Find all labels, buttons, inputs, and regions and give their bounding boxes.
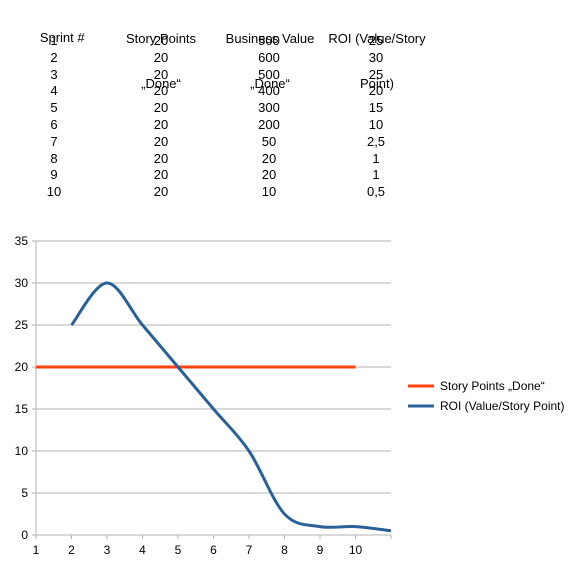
y-tick-label: 0 — [21, 528, 28, 542]
x-tick-label: 1 — [33, 543, 40, 557]
y-tick-label: 20 — [15, 360, 29, 374]
table-cell: 5 — [50, 100, 58, 116]
table-cell: 25 — [368, 66, 384, 82]
x-tick-label: 9 — [317, 543, 324, 557]
table-cell: 10 — [368, 117, 384, 132]
table-cell: 25 — [368, 33, 384, 48]
table-cell: 1 — [372, 150, 380, 166]
header-roi-line1: ROI (Value/Story — [328, 31, 426, 46]
legend: Story Points „Done“ ROI (Value/Story Poin… — [408, 379, 565, 413]
series-line-roi — [70, 281, 392, 533]
x-tick-label: 5 — [175, 543, 182, 557]
x-tick-label: 3 — [104, 543, 111, 557]
table-cell: 20 — [153, 184, 169, 200]
header-sprint-label: Sprint # — [39, 30, 85, 45]
header-story-points-line2: „Done“ — [141, 76, 181, 91]
table-cell: 300 — [258, 100, 280, 116]
table-cell: 20 — [153, 66, 169, 82]
table-cell: 20 — [153, 150, 169, 166]
table-cell: 4 — [50, 83, 58, 99]
table-cell: 2 — [50, 49, 58, 65]
y-tick-label: 10 — [15, 444, 29, 458]
table-cell: 50 — [261, 133, 277, 149]
table-cell: 15 — [368, 100, 384, 116]
table-cell: 2,5 — [366, 133, 386, 149]
header-sprint: Sprint # — [20, 15, 90, 60]
table-cell: 30 — [368, 49, 384, 65]
series-lines — [36, 281, 392, 533]
x-tick-label: 6 — [210, 543, 217, 557]
table-cell: 20 — [153, 167, 169, 183]
y-tick-label: 30 — [15, 276, 29, 290]
table-cell: 0,5 — [366, 184, 386, 200]
table-cell: 6 — [50, 117, 58, 132]
legend-label-story-points: Story Points „Done“ — [440, 379, 545, 393]
table-cell: 500 — [258, 33, 280, 48]
table-cell: 7 — [50, 133, 58, 149]
y-tick-label: 25 — [15, 318, 29, 332]
x-tick-label: 7 — [246, 543, 253, 557]
table-cell: 20 — [153, 133, 169, 149]
table-cell: 500 — [258, 66, 280, 82]
table-cell: 20 — [153, 83, 169, 99]
table-cell: 20 — [368, 83, 384, 99]
table-cell: 400 — [258, 83, 280, 99]
header-roi-line2: Point) — [360, 76, 394, 91]
x-tick-label: 4 — [139, 543, 146, 557]
table-cell: 9 — [50, 167, 58, 183]
header-roi: ROI (Value/Story Point) — [322, 1, 432, 121]
y-tick-label: 5 — [21, 486, 28, 500]
header-story-points: Story Points „Done“ — [111, 1, 211, 121]
table-cell: 20 — [261, 167, 277, 183]
header-business-value-line2: „Done“ — [250, 76, 290, 91]
y-tick-label: 15 — [15, 402, 29, 416]
table-cell: 20 — [153, 117, 169, 132]
axes: 0 5 10 15 20 25 30 35 1 2 3 4 5 6 7 8 9 10 — [15, 234, 392, 557]
table-cell: 20 — [153, 49, 169, 65]
table-cell: 8 — [50, 150, 58, 166]
table-cell: 20 — [261, 150, 277, 166]
table-cell: 10 — [261, 184, 277, 200]
header-business-value-line1: Business Value — [225, 31, 315, 46]
table-cell: 1 — [372, 167, 380, 183]
table-cell: 20 — [153, 33, 169, 48]
table-cell: 10 — [46, 184, 62, 200]
header-story-points-line1: Story Points — [125, 31, 197, 46]
x-tick-label: 8 — [281, 543, 288, 557]
header-business-value: Business Value „Done“ — [215, 1, 325, 121]
sprint-data-table: Sprint # Story Points „Done“ Business Va… — [0, 0, 581, 205]
legend-label-roi: ROI (Value/Story Point) — [440, 399, 565, 413]
x-tick-label: 2 — [68, 543, 75, 557]
table-cell: 3 — [50, 66, 58, 82]
table-cell: 200 — [258, 117, 280, 132]
y-tick-label: 35 — [15, 234, 29, 248]
table-cell: 1 — [50, 33, 58, 48]
table-cell: 20 — [153, 100, 169, 116]
x-tick-label: 10 — [349, 543, 363, 557]
table-cell: 600 — [258, 49, 280, 65]
